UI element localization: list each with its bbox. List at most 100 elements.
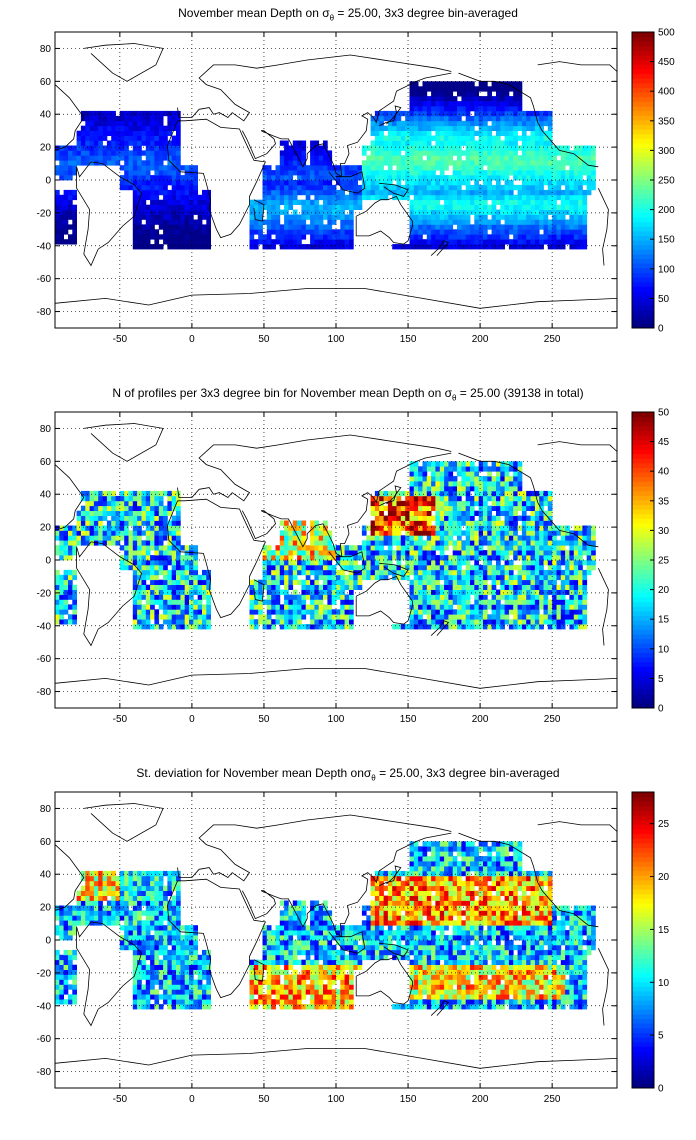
data-cell [171, 614, 177, 620]
data-cell [534, 594, 540, 600]
data-cell [435, 106, 441, 112]
data-cell [496, 170, 501, 176]
data-cell [435, 510, 441, 516]
data-cell [543, 140, 549, 146]
data-cell [137, 209, 142, 215]
data-cell [413, 486, 419, 492]
data-cell [508, 564, 514, 571]
data-cell [444, 604, 449, 610]
data-cell [154, 165, 160, 171]
data-cell [193, 199, 198, 205]
data-cell [547, 589, 553, 595]
data-cell [132, 224, 138, 230]
data-cell [478, 120, 484, 127]
data-cell [517, 466, 523, 472]
data-cell [262, 579, 268, 585]
data-cell [331, 204, 337, 210]
data-cell [539, 194, 544, 201]
data-cell [547, 135, 553, 141]
data-cell [349, 194, 354, 201]
data-cell [418, 490, 423, 497]
data-cell [115, 530, 121, 536]
data-cell [560, 614, 566, 620]
data-cell [284, 545, 289, 551]
data-cell [474, 609, 479, 615]
data-cell [85, 135, 90, 141]
data-cell [474, 481, 479, 487]
title-sigma: σ [322, 6, 330, 20]
data-cell [552, 594, 557, 600]
data-cell [331, 589, 337, 595]
data-cell [150, 189, 155, 196]
data-cell [422, 184, 428, 191]
data-cell [478, 515, 484, 521]
data-cell [552, 150, 557, 156]
data-cell [102, 535, 108, 541]
data-cell [491, 461, 497, 467]
data-cell [314, 170, 320, 176]
data-cell [508, 515, 514, 521]
data-cell [128, 550, 134, 556]
data-cell [63, 530, 69, 536]
data-cell [517, 624, 523, 630]
data-cell [132, 115, 138, 122]
data-cell [258, 594, 263, 600]
data-cell [305, 165, 311, 171]
data-cell [279, 579, 285, 585]
data-cell [361, 550, 367, 556]
data-cell [521, 150, 527, 156]
data-cell [543, 540, 549, 546]
data-cell [517, 91, 523, 97]
data-cell [457, 574, 462, 581]
data-cell [405, 125, 410, 131]
data-cell [154, 189, 160, 196]
data-cell [470, 239, 475, 245]
data-cell [539, 115, 544, 122]
data-cell [279, 609, 285, 615]
data-cell [275, 239, 281, 245]
data-cell [448, 495, 454, 502]
data-cell [565, 239, 570, 245]
data-cell [448, 199, 454, 205]
data-cell [465, 189, 471, 196]
data-cell [132, 545, 138, 551]
data-cell [422, 574, 428, 581]
data-cell [547, 120, 553, 127]
data-cell [76, 510, 82, 516]
data-cell [500, 214, 505, 220]
data-cell [400, 540, 406, 546]
data-cell [547, 224, 553, 230]
data-cell [487, 614, 492, 620]
data-cell [288, 234, 294, 240]
data-cell [444, 120, 449, 127]
data-cell [102, 160, 108, 166]
data-cell [457, 540, 462, 546]
data-cell [539, 624, 544, 630]
data-cell [180, 574, 186, 581]
data-cell [310, 535, 315, 541]
data-cell [119, 535, 125, 541]
data-cell [457, 481, 462, 487]
data-cell [132, 569, 138, 576]
data-cell [279, 244, 285, 250]
data-cell [119, 490, 125, 497]
data-cell [63, 145, 69, 151]
data-cell [132, 614, 138, 620]
data-cell [327, 219, 333, 225]
data-cell [539, 209, 544, 215]
data-cell [483, 525, 488, 531]
data-cell [85, 515, 90, 521]
data-cell [344, 560, 350, 566]
data-cell [422, 101, 428, 107]
data-cell [504, 234, 510, 240]
data-cell [115, 520, 121, 526]
data-cell [543, 604, 549, 610]
data-cell [513, 500, 518, 507]
data-cell [508, 219, 514, 225]
data-cell [55, 239, 60, 245]
data-cell [457, 486, 462, 492]
data-cell [578, 229, 583, 235]
data-cell [496, 150, 501, 156]
data-cell [487, 515, 492, 521]
data-cell [374, 555, 380, 561]
